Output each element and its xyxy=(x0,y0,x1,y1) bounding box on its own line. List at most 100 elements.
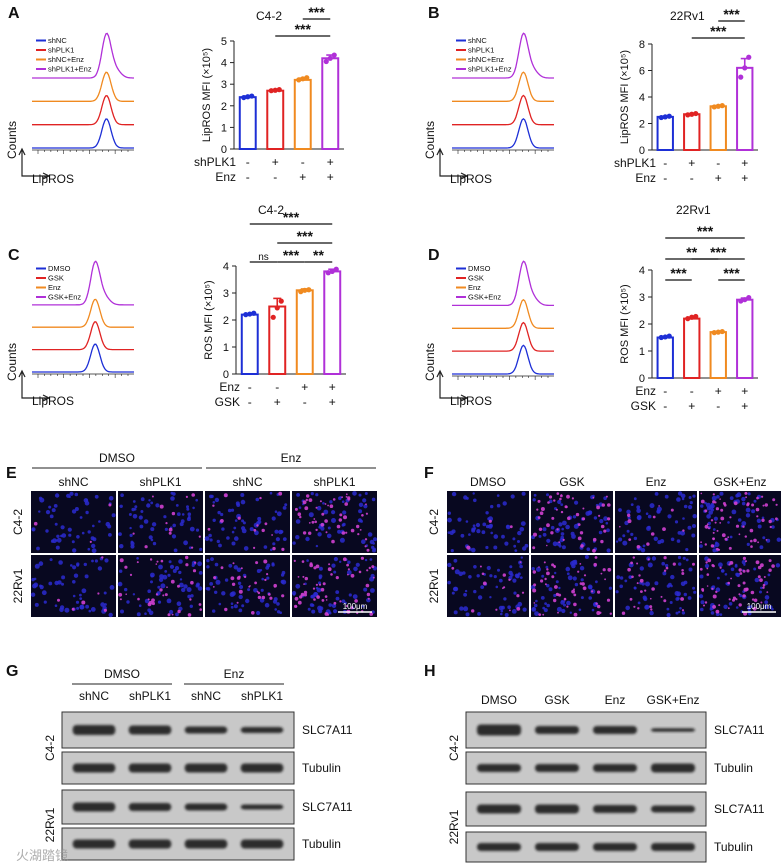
nucleus-dot xyxy=(678,562,682,566)
y-axis-label: ROS MFI (×10⁵) xyxy=(619,284,631,363)
lipid-ros-dot xyxy=(119,598,122,601)
nucleus-dot xyxy=(519,527,525,532)
lipid-ros-dot xyxy=(706,523,709,526)
nucleus-dot xyxy=(150,538,154,542)
bar-2 xyxy=(683,317,701,380)
protein-band xyxy=(476,843,522,851)
nucleus-dot xyxy=(132,500,136,503)
nucleus-dot xyxy=(447,580,451,585)
data-point xyxy=(742,65,748,71)
nucleus-dot xyxy=(588,596,592,600)
nucleus-dot xyxy=(670,574,675,580)
histogram-x-label: LipROS xyxy=(32,172,74,186)
lipid-ros-dot xyxy=(165,522,168,525)
data-point xyxy=(662,114,668,120)
nucleus-dot xyxy=(151,522,157,527)
nucleus-dot xyxy=(231,541,236,546)
nucleus-dot xyxy=(361,539,366,544)
nucleus-dot xyxy=(555,580,559,584)
nucleus-dot xyxy=(104,558,109,563)
nucleus-dot xyxy=(318,566,323,571)
nucleus-dot xyxy=(490,531,494,535)
legend-label: GSK+Enz xyxy=(48,293,81,302)
lipid-ros-dot xyxy=(742,556,747,561)
lipid-ros-dot xyxy=(627,513,631,517)
nucleus-dot xyxy=(767,573,771,577)
column-label: GSK xyxy=(559,475,584,489)
condition-sign: + xyxy=(741,384,748,398)
lipid-ros-dot xyxy=(720,508,724,512)
lipid-ros-dot xyxy=(583,574,587,577)
lipid-ros-dot xyxy=(571,497,575,500)
lipid-ros-dot xyxy=(315,528,318,532)
nucleus-dot xyxy=(228,563,233,568)
lipid-ros-dot xyxy=(706,567,709,570)
lipid-ros-dot xyxy=(650,597,652,600)
lipid-ros-dot xyxy=(81,600,86,605)
data-point xyxy=(719,103,725,109)
histogram-trace-1 xyxy=(32,343,134,373)
nucleus-dot xyxy=(517,540,520,543)
histogram-trace-3 xyxy=(452,298,554,329)
nucleus-dot xyxy=(519,564,523,569)
nucleus-dot xyxy=(754,577,760,583)
nucleus-dot xyxy=(532,498,536,502)
nucleus-dot xyxy=(693,590,697,594)
nucleus-dot xyxy=(183,584,188,589)
nucleus-dot xyxy=(685,558,689,562)
condition-sign: - xyxy=(663,171,667,185)
nucleus-dot xyxy=(371,497,376,502)
condition-sign: - xyxy=(303,395,307,409)
lipid-ros-dot xyxy=(706,573,710,576)
nucleus-dot xyxy=(463,606,469,612)
nucleus-dot xyxy=(482,522,487,527)
protein-band xyxy=(72,802,116,812)
nucleus-dot xyxy=(485,524,490,529)
nucleus-dot xyxy=(188,546,192,550)
lipid-ros-dot xyxy=(582,507,585,510)
nucleus-dot xyxy=(522,607,527,612)
group-label: Enz xyxy=(224,667,245,681)
data-point xyxy=(241,94,247,101)
nucleus-dot xyxy=(453,586,459,592)
lipid-ros-dot xyxy=(356,524,360,529)
nucleus-dot xyxy=(560,503,564,506)
nucleus-dot xyxy=(48,581,53,586)
nucleus-dot xyxy=(221,527,225,531)
lipid-ros-dot xyxy=(712,605,716,609)
nucleus-dot xyxy=(118,532,122,536)
lipid-ros-dot xyxy=(315,564,320,569)
condition-sign: - xyxy=(716,399,720,413)
nucleus-dot xyxy=(148,499,151,502)
nucleus-dot xyxy=(475,522,481,528)
lipid-ros-dot xyxy=(681,569,684,572)
y-tick-label: 1 xyxy=(639,346,645,358)
nucleus-dot xyxy=(706,514,711,519)
y-tick-label: 4 xyxy=(639,265,645,277)
nucleus-dot xyxy=(323,509,329,515)
lipid-ros-dot xyxy=(168,527,173,532)
condition-label: Enz xyxy=(635,171,656,185)
nucleus-dot xyxy=(689,501,693,505)
nucleus-dot xyxy=(574,582,579,587)
nucleus-dot xyxy=(189,604,193,608)
significance-label: *** xyxy=(295,21,312,37)
lipid-ros-dot xyxy=(213,576,217,580)
bar-3 xyxy=(709,105,727,151)
nucleus-dot xyxy=(315,544,319,548)
lipid-ros-dot xyxy=(555,508,558,511)
nucleus-dot xyxy=(566,600,571,606)
nucleus-dot xyxy=(625,605,630,611)
nucleus-dot xyxy=(180,519,185,524)
lipid-ros-dot xyxy=(543,561,546,564)
nucleus-dot xyxy=(595,580,598,584)
nucleus-dot xyxy=(172,492,176,496)
lipid-ros-dot xyxy=(243,575,247,579)
lipid-ros-dot xyxy=(167,613,171,617)
lipid-ros-dot xyxy=(580,544,584,548)
nucleus-dot xyxy=(210,494,214,499)
y-tick-label: 0 xyxy=(639,373,645,385)
nucleus-dot xyxy=(360,519,363,523)
protein-band xyxy=(72,839,116,849)
nucleus-dot xyxy=(136,612,141,617)
